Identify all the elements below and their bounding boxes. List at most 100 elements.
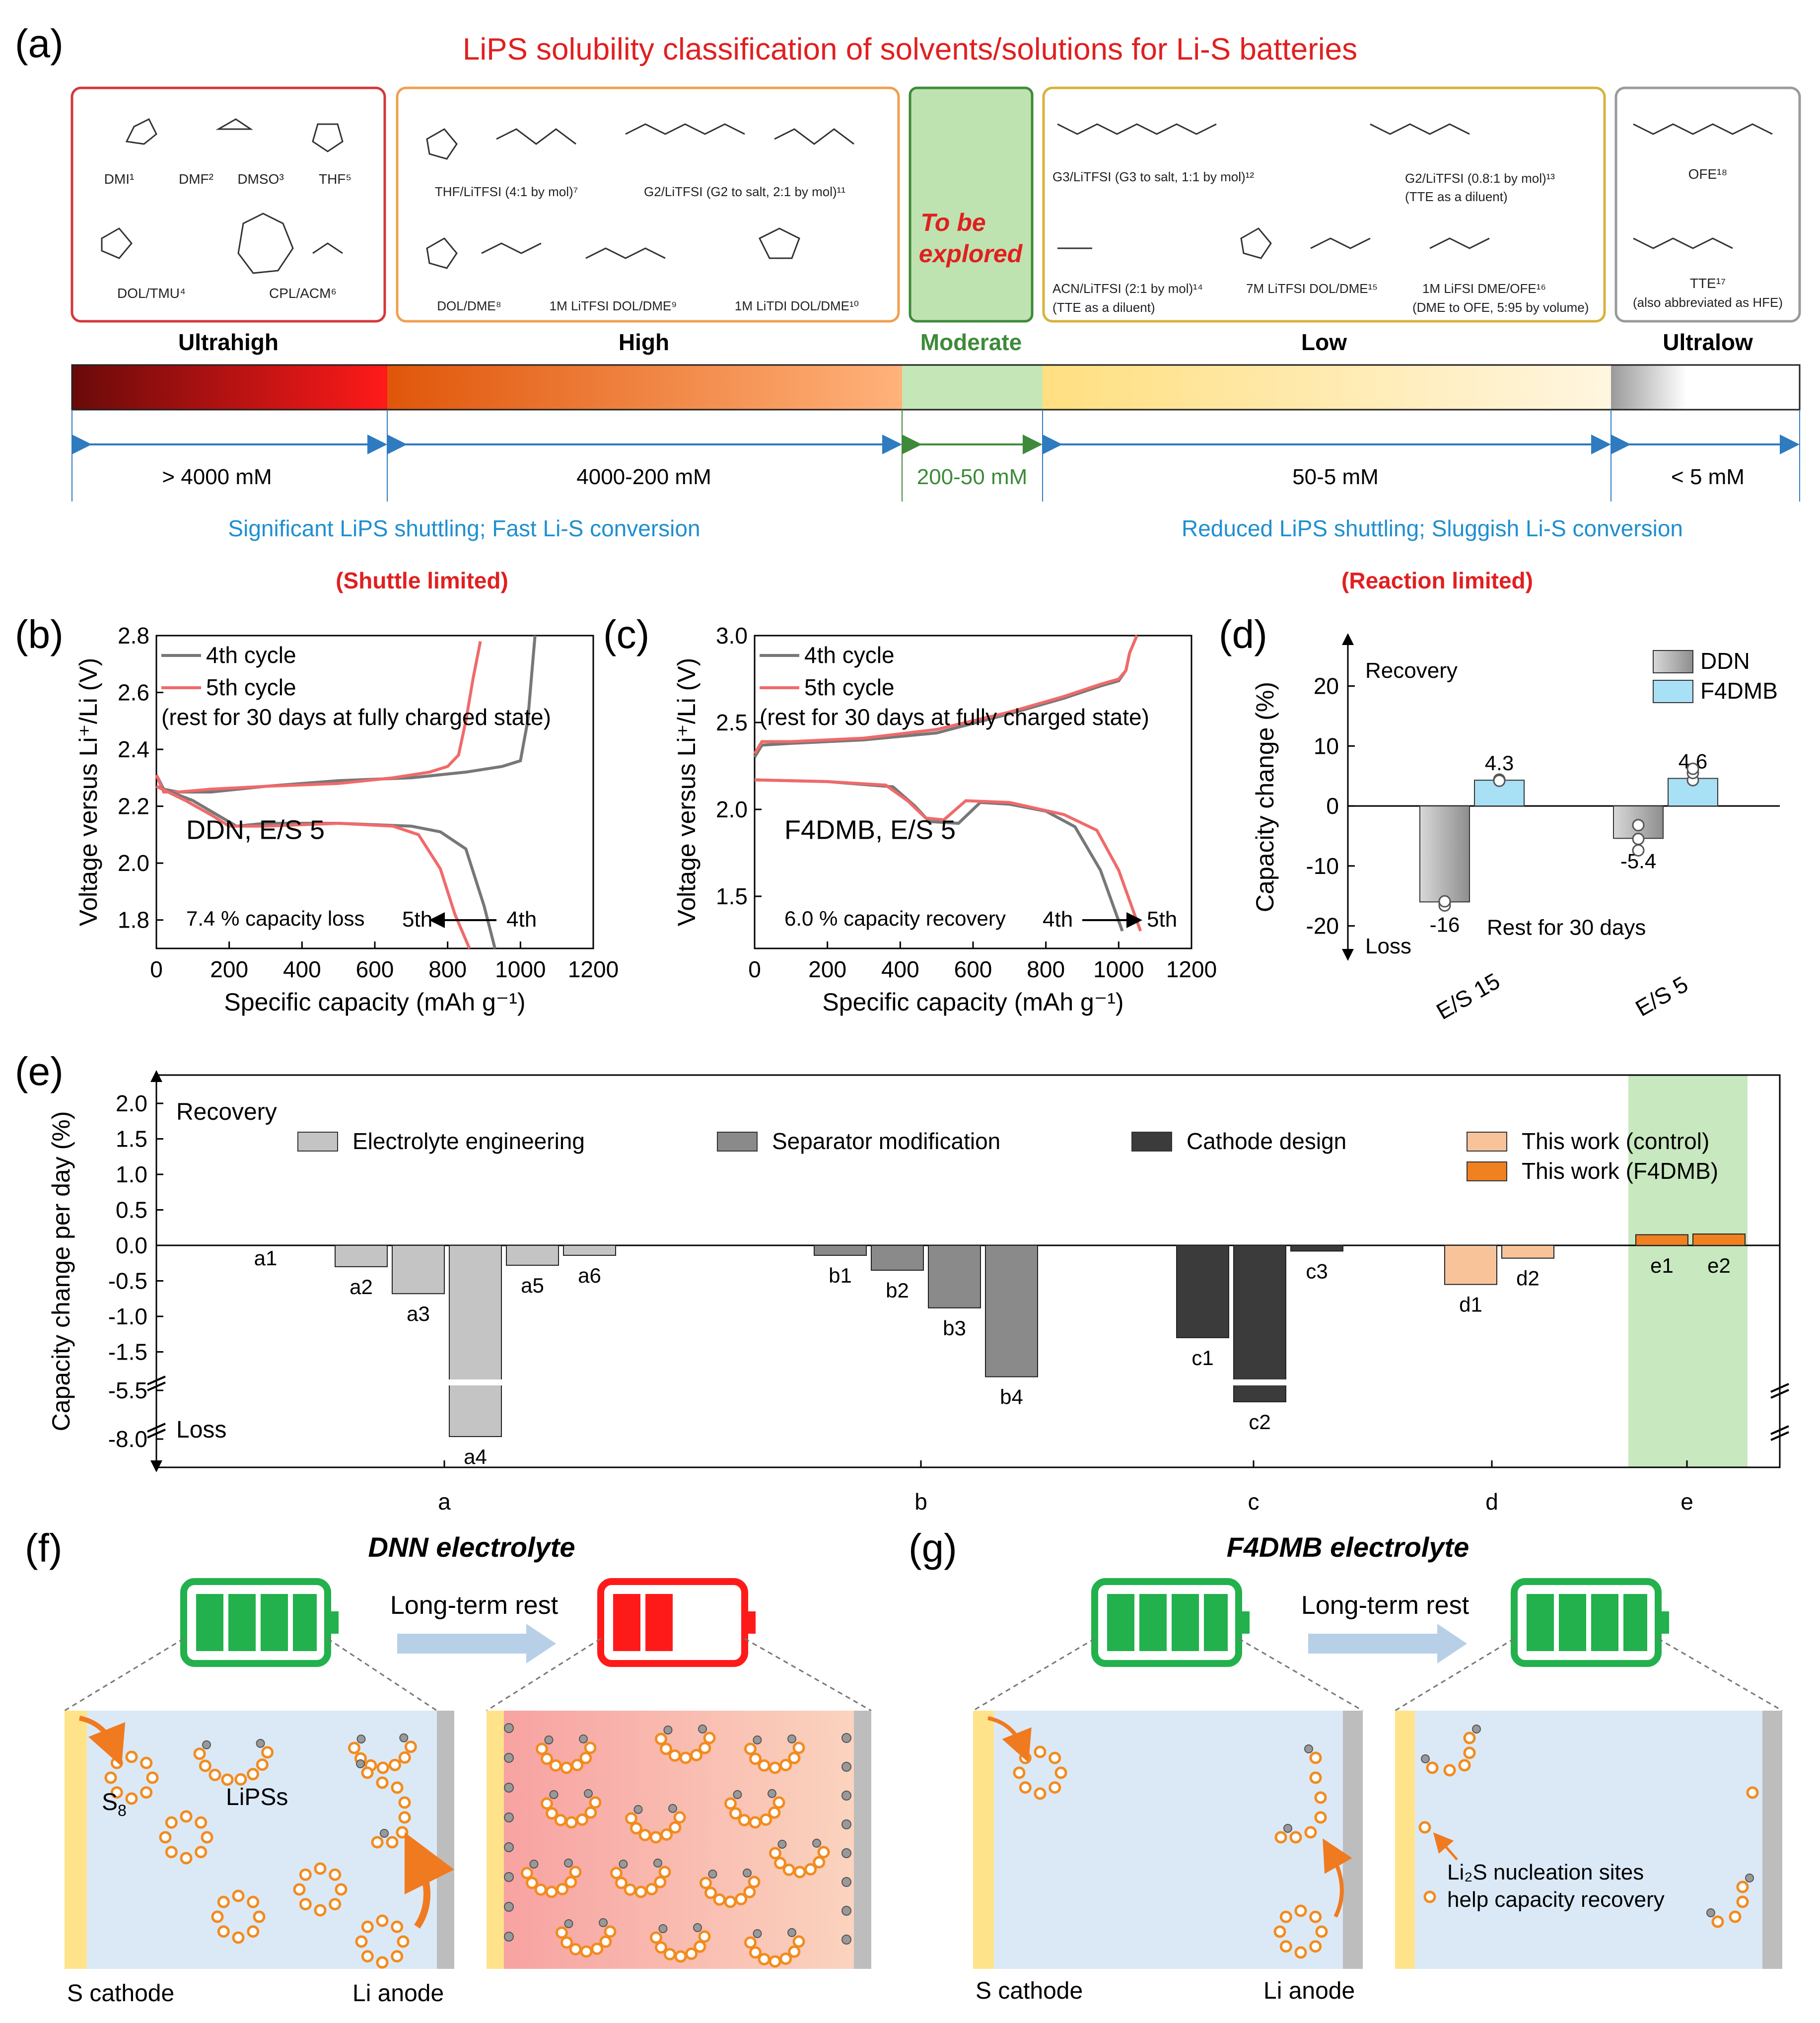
lithium-atom bbox=[753, 1929, 762, 1938]
sulfur-atom bbox=[744, 1936, 757, 1949]
legend-swatch-f4dmb bbox=[1653, 680, 1693, 703]
lithium-atom bbox=[743, 1868, 752, 1878]
category-label: b bbox=[914, 1489, 927, 1515]
sulfur-atom bbox=[125, 1792, 138, 1805]
lithium-atom bbox=[768, 1789, 777, 1798]
x-tick-label: 1000 bbox=[495, 956, 546, 982]
sulfur-atom bbox=[1458, 1759, 1471, 1772]
sulfur-atom bbox=[698, 1930, 711, 1943]
sulfur-atom bbox=[247, 1895, 260, 1908]
sulfur-atom bbox=[1443, 1764, 1456, 1777]
lithium-atom bbox=[653, 1858, 663, 1868]
x-tick-label: 800 bbox=[428, 956, 467, 982]
x-axis-label: Specific capacity (mAh g⁻¹) bbox=[822, 988, 1123, 1016]
lips-chain bbox=[724, 1789, 785, 1829]
bar-label: d1 bbox=[1459, 1293, 1482, 1316]
high-structures bbox=[426, 123, 854, 269]
sulfur-atom bbox=[604, 1925, 617, 1938]
zoom-lines-f bbox=[64, 1638, 872, 1712]
chem-ofe: OFE¹⁸ bbox=[1688, 166, 1728, 182]
lithium-atom bbox=[564, 1919, 573, 1928]
chem-dmso: DMSO³ bbox=[237, 171, 283, 187]
x-tick-label: 800 bbox=[1027, 956, 1065, 982]
x-tick-label: 600 bbox=[356, 956, 394, 982]
bar-label: b4 bbox=[1000, 1385, 1023, 1409]
arrow-label-5th: 5th bbox=[402, 907, 432, 932]
lips-chain bbox=[540, 1789, 602, 1829]
lithium-atom bbox=[504, 1872, 514, 1882]
sulfur-atom bbox=[576, 1813, 589, 1826]
sulfur-atom bbox=[246, 1768, 259, 1781]
x-tick-label: 1200 bbox=[1166, 956, 1217, 982]
lips-chain bbox=[1274, 1744, 1327, 1844]
bar-label: a3 bbox=[407, 1302, 430, 1325]
bar-c1 bbox=[1176, 1245, 1229, 1338]
sulfur-atom bbox=[180, 1810, 193, 1823]
lips-chain bbox=[520, 1858, 582, 1898]
bar-a2 bbox=[335, 1245, 388, 1267]
lips-chain bbox=[699, 1868, 761, 1908]
sulfur-atom bbox=[376, 1914, 389, 1927]
sulfur-atom bbox=[788, 1751, 801, 1764]
sulfur-atom bbox=[209, 1768, 221, 1781]
sulfur-atom bbox=[1019, 1781, 1032, 1794]
y-axis-label: Voltage versus Li⁺/Li (V) bbox=[673, 658, 700, 927]
chem-thf: THF⁵ bbox=[319, 171, 351, 187]
sulfur-atom bbox=[1711, 1915, 1724, 1928]
sulfur-atom bbox=[773, 1857, 786, 1870]
sulfur-atom bbox=[234, 1773, 247, 1786]
bar-label: a5 bbox=[521, 1274, 544, 1297]
sulfur-atom bbox=[669, 1821, 682, 1834]
legend-swatch bbox=[297, 1132, 338, 1152]
recovery-label: Recovery bbox=[1365, 658, 1458, 683]
lithium-atom bbox=[564, 1858, 573, 1868]
y-axis-label: Capacity change per day (%) bbox=[47, 1111, 75, 1432]
sulfur-atom bbox=[165, 1816, 178, 1829]
lips-chain bbox=[744, 1928, 805, 1968]
category-ultrahigh: Ultrahigh bbox=[178, 329, 279, 355]
chart-note: 7.4 % capacity loss bbox=[186, 907, 365, 930]
sulfur-atom bbox=[1279, 1910, 1292, 1923]
legend-f4dmb: F4DMB bbox=[1700, 678, 1778, 704]
y-tick-label: -0.5 bbox=[108, 1268, 147, 1294]
sulfur-atom bbox=[314, 1904, 327, 1917]
sulfur-atom bbox=[555, 1926, 568, 1939]
x-tick-label: 0 bbox=[150, 956, 163, 982]
axis-arrow-down bbox=[150, 1460, 162, 1472]
sulfur-atom bbox=[690, 1749, 703, 1762]
sulfur-atom bbox=[299, 1898, 312, 1911]
sulfur-atom bbox=[247, 1925, 260, 1938]
lithium-atom bbox=[668, 1804, 678, 1813]
sulfur-atom bbox=[630, 1822, 642, 1835]
lips-chain bbox=[535, 1734, 597, 1774]
bar-label: e2 bbox=[1707, 1254, 1731, 1277]
arrow-text-f: Long-term rest bbox=[390, 1591, 559, 1620]
y-tick-label: 1.0 bbox=[116, 1161, 147, 1187]
lithium-atom bbox=[841, 1877, 851, 1887]
sulfur-atom bbox=[525, 1877, 538, 1889]
sulfur-atom bbox=[645, 1883, 658, 1896]
lithium-atom bbox=[399, 1733, 409, 1742]
sulfur-atom bbox=[749, 1752, 762, 1765]
bar-label: b1 bbox=[829, 1264, 852, 1287]
sulfur-atom bbox=[1309, 1940, 1322, 1953]
right-limit: (Reaction limited) bbox=[1341, 568, 1533, 593]
chem-tte: TTE¹⁷ bbox=[1690, 276, 1726, 291]
sulfur-atom bbox=[361, 1950, 374, 1963]
category-label: e bbox=[1680, 1489, 1693, 1515]
sulfur-atom bbox=[1309, 1910, 1322, 1923]
bar-a3 bbox=[392, 1245, 445, 1295]
bar-a5 bbox=[506, 1245, 559, 1266]
sulfur-atom bbox=[376, 1776, 389, 1789]
sulfur-atom bbox=[724, 1895, 737, 1908]
sulfur-atom bbox=[195, 1846, 208, 1859]
sulfur-atom bbox=[660, 1828, 673, 1841]
bar-label: a2 bbox=[350, 1275, 373, 1299]
chem-1m-lifsi: 1M LiFSI DME/OFE¹⁶ bbox=[1422, 281, 1546, 296]
chart-annotation: DDN, E/S 5 bbox=[186, 815, 325, 845]
y-tick-label: 0 bbox=[1326, 793, 1339, 819]
lithium-atom bbox=[549, 1790, 559, 1799]
axis-break bbox=[1770, 1383, 1789, 1393]
sulfur-atom bbox=[140, 1756, 153, 1769]
lithium-atom bbox=[841, 1848, 851, 1858]
